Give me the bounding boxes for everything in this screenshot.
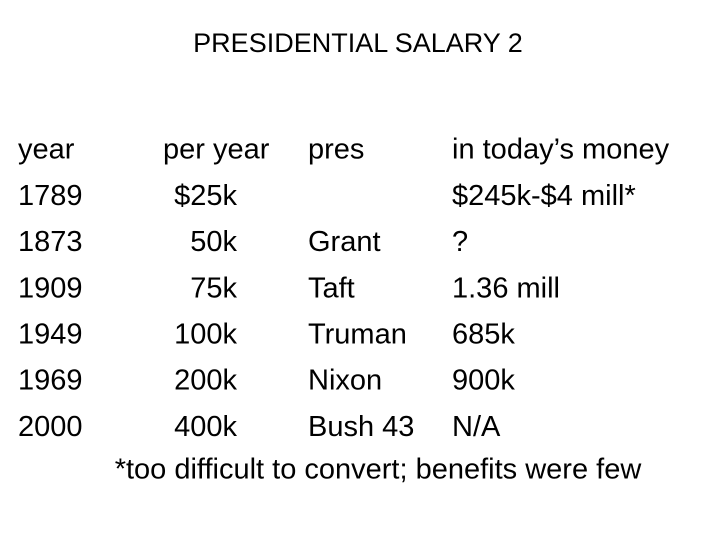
year-cell: 1969 — [18, 365, 83, 397]
per-year-cell: 50k — [190, 226, 237, 258]
todays-money-cell: $245k-$4 mill* — [452, 180, 636, 212]
column-header: in today’s money — [452, 134, 670, 166]
todays-money-cell: 900k — [452, 365, 515, 397]
todays-money-cell: ? — [452, 226, 468, 258]
per-year-cell: 75k — [190, 272, 237, 304]
year-cell: 1789 — [18, 180, 83, 212]
per-year-cell: $25k — [174, 180, 237, 212]
per-year-cell: 100k — [174, 318, 237, 350]
year-cell: 2000 — [18, 411, 83, 443]
todays-money-cell: N/A — [452, 411, 501, 443]
per-year-cell: 400k — [174, 411, 237, 443]
slide-title: PRESIDENTIAL SALARY 2 — [193, 28, 523, 58]
president-cell: Nixon — [308, 365, 382, 397]
president-cell: Taft — [308, 272, 355, 304]
column-header: pres — [308, 134, 364, 166]
president-cell: Grant — [308, 226, 381, 258]
year-cell: 1873 — [18, 226, 83, 258]
year-cell: 1909 — [18, 272, 83, 304]
per-year-cell: 200k — [174, 365, 237, 397]
todays-money-cell: 1.36 mill — [452, 272, 560, 304]
footnote: *too difficult to convert; benefits were… — [115, 454, 643, 486]
salary-table: year per year pres in today’s money 1789 $25k… — [18, 134, 670, 443]
president-cell: Bush 43 — [308, 411, 414, 443]
todays-money-cell: 685k — [452, 318, 515, 350]
column-header: year — [18, 134, 75, 166]
column-header: per year — [163, 134, 270, 166]
president-cell: Truman — [308, 318, 407, 350]
year-cell: 1949 — [18, 318, 83, 350]
